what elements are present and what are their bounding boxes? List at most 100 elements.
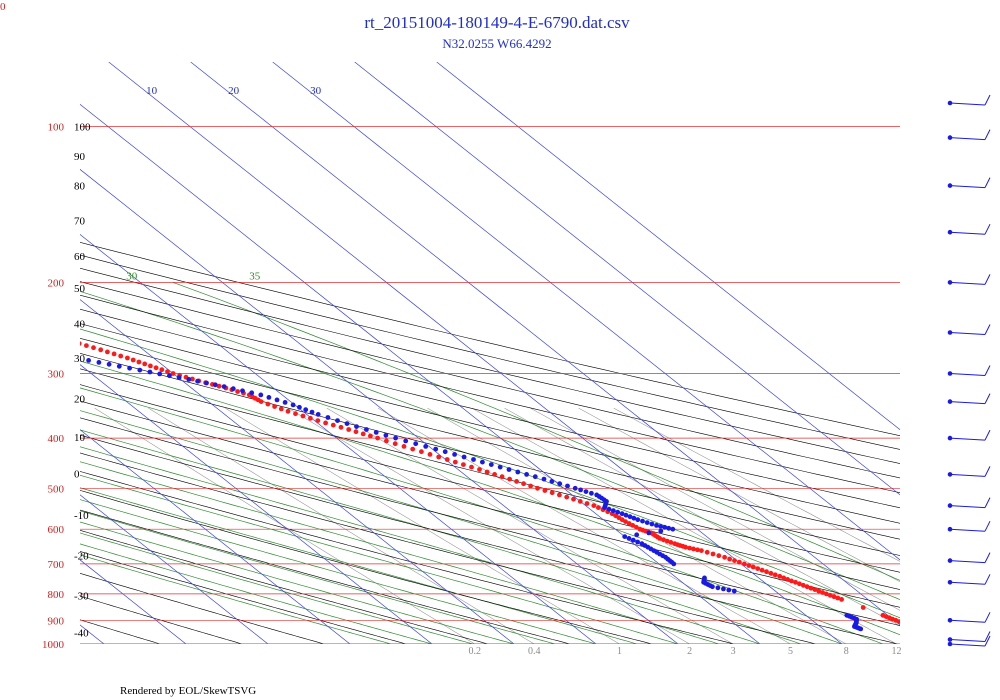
dewpoint-point [654,523,659,528]
dewpoint-point [433,446,439,452]
dry-adiabat-line [80,434,899,644]
wind-barb-flag [984,129,991,140]
temperature-point [521,481,526,487]
dewpoint-point [594,492,600,498]
temperature-point [427,452,433,457]
dewpoint-point [315,412,321,417]
temperature-point [591,503,597,508]
dewpoint-point [335,418,340,423]
temperature-point [737,559,742,565]
temperature-point [308,415,313,421]
wind-barb-shaft [949,373,986,376]
temperature-point [165,369,170,374]
isotherm-label: 20 [228,85,240,97]
isotherm-line [80,103,761,644]
theta-left-label: 50 [74,283,86,295]
dewpoint-point [658,524,663,529]
temperature-point [11,321,16,326]
temperature-point [300,413,306,419]
pressure-label: 300 [48,369,65,381]
temperature-point [793,579,798,585]
wind-barb-flag [984,574,991,585]
isotherm-label: 10 [146,85,158,97]
dry-adiabat-line [80,452,817,644]
wind-barb-shaft [949,619,986,623]
temperature-point [785,577,790,582]
mixing-ratio-label: 12 [892,646,902,657]
temperature-point [727,556,732,562]
theta-left-label: 30 [74,353,86,365]
wind-barb-flag [984,552,991,563]
temperature-point [634,524,639,530]
temperature-point [880,612,886,618]
pressure-label: 800 [48,589,65,601]
temperature-point [118,353,124,359]
wind-barb-flag [984,393,991,404]
temperature-point [768,570,774,576]
dewpoint-point [662,524,668,530]
isotherm-line [80,494,269,644]
dewpoint-point [442,449,448,455]
temperature-point [557,492,562,498]
theta-left-label: 10 [74,432,86,444]
temperature-point [781,575,787,581]
theta-left-label: 70 [74,216,86,228]
temperature-point [746,563,752,568]
dewpoint-point [589,490,594,496]
dewpoint-point [471,457,476,462]
wind-barb-shaft [949,560,986,564]
dewpoint-point [480,459,485,465]
temperature-point [722,554,727,560]
temperature-point [40,330,45,335]
dry-adiabat-line [80,242,900,437]
dry-adiabat-line [80,267,900,464]
temperature-point [170,371,176,376]
isotherm-line [80,168,679,644]
temperature-point [142,361,148,367]
pressure-label: 700 [48,559,65,571]
dewpoint-point [137,367,143,373]
temperature-point [507,476,512,482]
dry-adiabat-line [80,471,735,644]
dewpoint-point [506,467,512,472]
dewpoint-point [258,392,264,398]
temperature-point [514,479,519,484]
temperature-point [368,433,373,439]
dewpoint-point [46,350,51,355]
temperature-point [637,526,643,532]
chart-title: rt_20151004-180149-4-E-6790.dat.csv [364,13,630,32]
isotherm-line [272,62,900,561]
dewpoint-point [619,511,625,517]
temperature-point [672,541,678,547]
label-layer: 0.2 0.4 1 2 3 5 8 12100200300400500600700800900… [42,85,902,657]
wind-barb-flag [984,466,991,477]
pressure-label: 200 [48,277,65,289]
isotherm-line [0,62,22,644]
temperature-point [499,474,505,480]
temperature-point [535,485,540,491]
wind-barb-shaft [949,137,986,141]
dewpoint-point [578,487,583,493]
dry-adiabat-line [80,384,900,590]
wind-barb-flag [984,365,991,376]
wind-barb-shaft [949,185,986,189]
temperature-point [278,406,284,412]
dewpoint-point [565,483,570,489]
temperature-point [190,376,195,382]
mixing-ratio-label: 0.2 [468,646,481,657]
temperature-point [630,523,636,528]
temperature-point [571,496,576,502]
temperature-point [436,454,442,460]
temperature-point [716,553,722,559]
dewpoint-point [666,525,672,531]
dry-adiabat-line [80,323,900,524]
dewpoint-point [541,476,547,482]
dry-adiabat-line [80,551,407,644]
temperature-point [452,459,458,465]
theta-left-label: -40 [74,628,89,640]
dewpoint-point [452,452,457,457]
wind-barb-shaft [949,332,986,335]
temperature-point [80,341,82,346]
dewpoint-point [726,587,732,593]
temperature-point [903,622,908,627]
